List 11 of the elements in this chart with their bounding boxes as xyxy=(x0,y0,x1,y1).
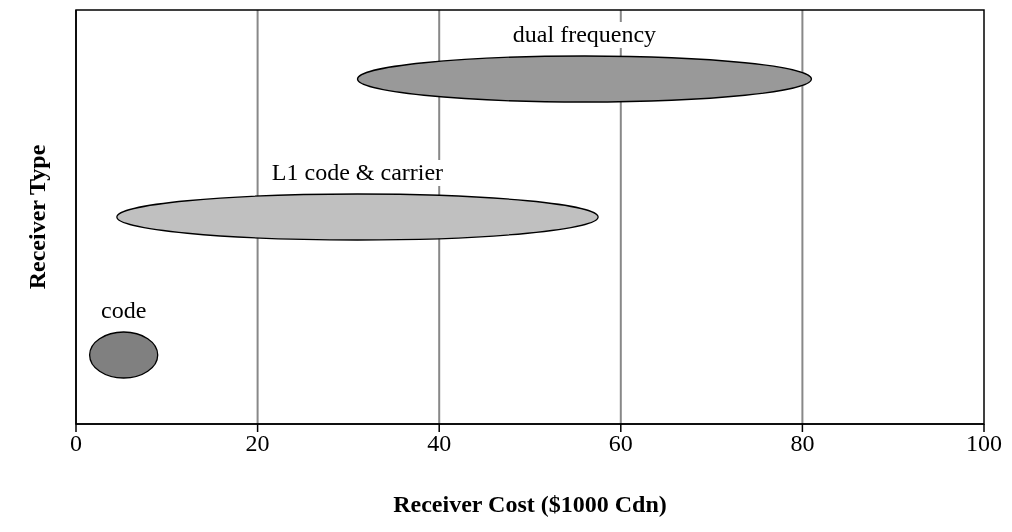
x-tick-label: 80 xyxy=(790,430,815,457)
y-tick-label: L1 code & carrier xyxy=(271,159,444,185)
x-axis-title: Receiver Cost ($1000 Cdn) xyxy=(393,491,667,517)
y-tick-label: dual frequency xyxy=(512,21,657,47)
x-tick-label: 60 xyxy=(608,430,633,457)
x-tick-label: 100 xyxy=(966,430,1002,457)
x-tick-label: 40 xyxy=(427,430,452,457)
y-tick-label: code xyxy=(101,297,147,323)
y-axis-title: Receiver Type xyxy=(23,144,50,290)
x-tick-label: 0 xyxy=(70,430,82,457)
x-tick-label: 20 xyxy=(245,430,270,457)
